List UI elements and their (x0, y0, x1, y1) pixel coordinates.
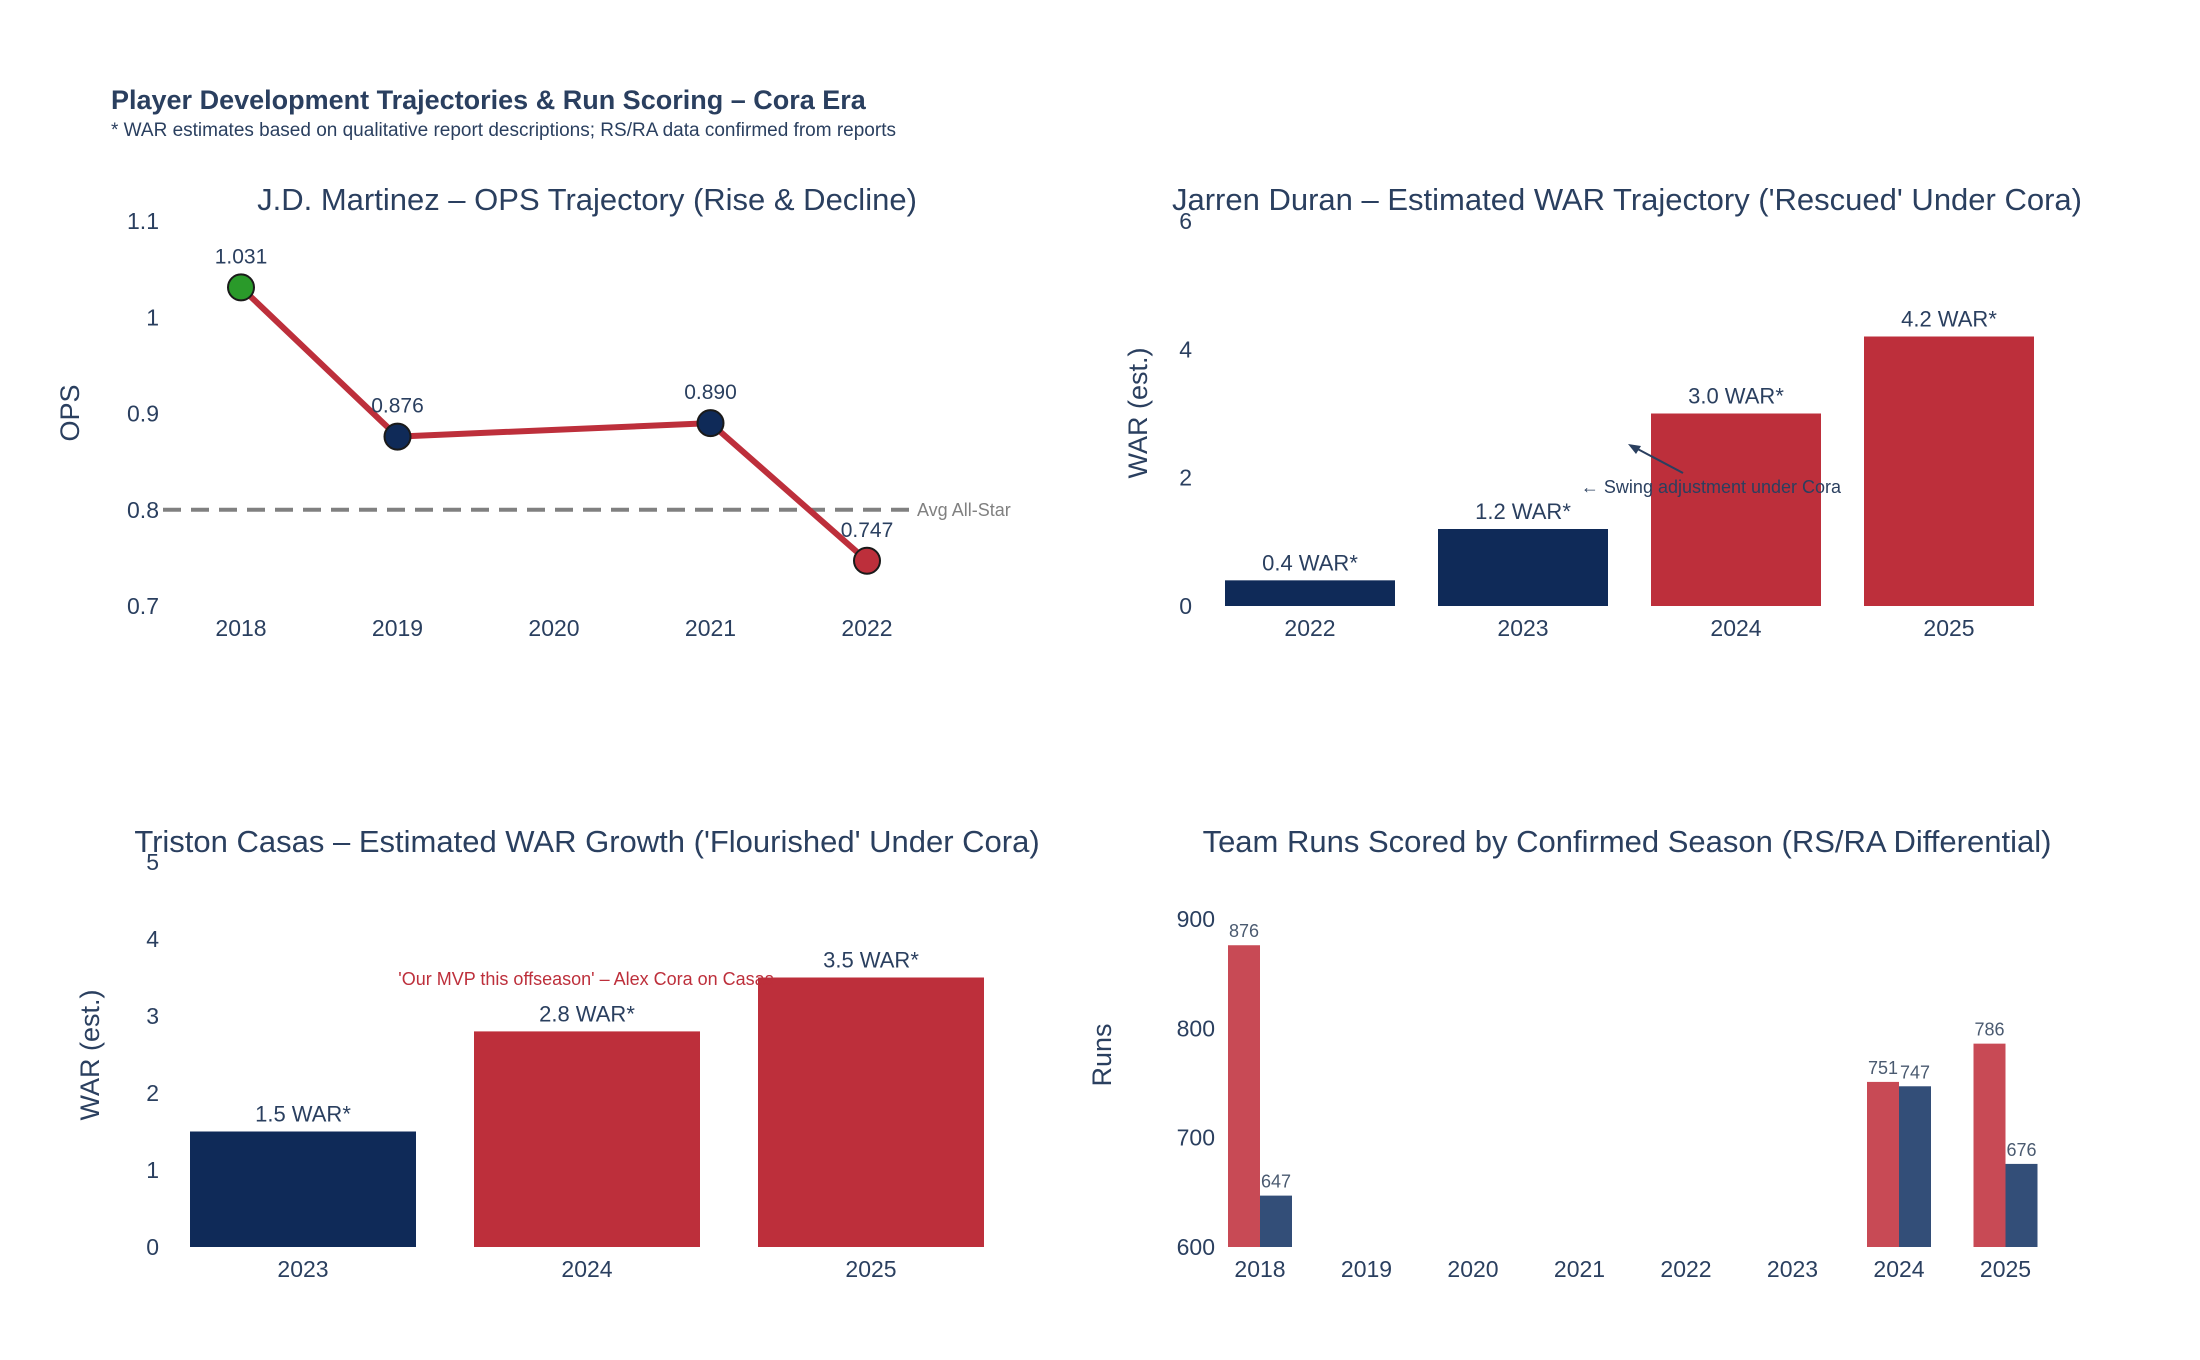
y-tick-label: 1 (146, 1157, 159, 1183)
data-label: 1.2 WAR* (1475, 499, 1571, 524)
data-label: 876 (1229, 921, 1259, 941)
x-tick-label: 2018 (215, 615, 266, 641)
chart-title: Triston Casas – Estimated WAR Growth ('F… (134, 824, 1039, 859)
x-tick-label: 2022 (1284, 615, 1335, 641)
bar (1438, 529, 1608, 606)
bar (474, 1031, 700, 1247)
data-point (853, 546, 881, 575)
bar (758, 977, 984, 1247)
y-tick-label: 3 (146, 1003, 159, 1029)
y-tick-label: 2 (1179, 465, 1192, 491)
bar-ra (1260, 1195, 1292, 1247)
chart-title: Team Runs Scored by Confirmed Season (RS… (1203, 824, 2052, 859)
bar (1225, 580, 1395, 606)
x-tick-label: 2019 (1341, 1256, 1392, 1282)
x-tick-label: 2020 (1447, 1256, 1498, 1282)
y-tick-label: 4 (1179, 336, 1192, 362)
y-tick-label: 0.9 (127, 401, 159, 427)
series-line (238, 285, 869, 564)
y-tick-label: 0.8 (127, 497, 159, 523)
chart-panel-4: Team Runs Scored by Confirmed Season (RS… (1087, 824, 2051, 1282)
data-label: 0.4 WAR* (1262, 550, 1358, 575)
y-tick-label: 700 (1177, 1125, 1215, 1151)
reference-line-label: Avg All-Star (917, 500, 1011, 520)
y-tick-label: 6 (1179, 208, 1192, 234)
x-tick-label: 2022 (1660, 1256, 1711, 1282)
chart-panel-2: Jarren Duran – Estimated WAR Trajectory … (1123, 182, 2082, 641)
figure-subtitle: * WAR estimates based on qualitative rep… (111, 120, 896, 141)
annotation-text: ← Swing adjustment under Cora (1581, 477, 1842, 497)
x-tick-label: 2023 (1497, 615, 1548, 641)
data-label: 0.890 (684, 381, 737, 404)
x-tick-label: 2019 (372, 615, 423, 641)
annotation-text: 'Our MVP this offseason' – Alex Cora on … (398, 969, 773, 989)
data-label: 3.5 WAR* (823, 948, 919, 973)
x-tick-label: 2021 (1554, 1256, 1605, 1282)
annotation-arrow (1631, 445, 1684, 474)
y-tick-label: 0 (146, 1234, 159, 1260)
bar-ra (1899, 1086, 1931, 1247)
y-tick-label: 2 (146, 1080, 159, 1106)
data-label: 786 (1974, 1020, 2004, 1040)
data-label: 751 (1868, 1058, 1898, 1078)
bar-rs (1973, 1043, 2006, 1247)
x-tick-label: 2024 (1710, 615, 1761, 641)
data-label: 0.876 (371, 395, 424, 418)
y-axis-label: OPS (55, 384, 85, 441)
data-label: 4.2 WAR* (1901, 307, 1997, 332)
x-tick-label: 2024 (561, 1256, 612, 1282)
data-label: 647 (1261, 1172, 1291, 1192)
x-tick-label: 2020 (528, 615, 579, 641)
y-tick-label: 4 (146, 926, 159, 952)
y-tick-label: 600 (1177, 1234, 1215, 1260)
chart-panels: J.D. Martinez – OPS Trajectory (Rise & D… (55, 182, 2082, 1282)
x-tick-label: 2018 (1234, 1256, 1285, 1282)
x-tick-label: 2023 (1767, 1256, 1818, 1282)
y-tick-label: 0.7 (127, 593, 159, 619)
data-point (383, 422, 412, 451)
data-point (696, 409, 725, 438)
bar (190, 1131, 416, 1247)
figure-title: Player Development Trajectories & Run Sc… (111, 85, 867, 115)
annotation-arrowhead (1628, 444, 1641, 454)
y-tick-label: 5 (146, 849, 159, 875)
data-label: 3.0 WAR* (1688, 384, 1784, 409)
bar (1864, 336, 2034, 606)
chart-title: J.D. Martinez – OPS Trajectory (Rise & D… (257, 182, 917, 217)
chart-panel-3: Triston Casas – Estimated WAR Growth ('F… (75, 824, 1040, 1282)
data-label: 2.8 WAR* (539, 1001, 635, 1026)
data-label: 747 (1900, 1062, 1930, 1082)
bar-rs (1228, 945, 1260, 1247)
y-axis-label: WAR (est.) (1123, 348, 1153, 479)
y-tick-label: 1.1 (127, 208, 159, 234)
bar-rs (1867, 1081, 1899, 1247)
y-tick-label: 900 (1177, 906, 1215, 932)
bar-ra (2005, 1163, 2038, 1247)
x-tick-label: 2025 (845, 1256, 896, 1282)
data-point (227, 273, 255, 302)
chart-title: Jarren Duran – Estimated WAR Trajectory … (1172, 182, 2082, 217)
data-label: 676 (2006, 1140, 2036, 1160)
y-axis-label: WAR (est.) (75, 990, 105, 1121)
x-tick-label: 2025 (1923, 615, 1974, 641)
data-label: 1.5 WAR* (255, 1102, 351, 1127)
bar (1651, 413, 1821, 606)
y-tick-label: 800 (1177, 1015, 1215, 1041)
x-tick-label: 2021 (685, 615, 736, 641)
y-tick-label: 0 (1179, 593, 1192, 619)
data-label: 0.747 (841, 519, 894, 542)
x-tick-label: 2024 (1873, 1256, 1924, 1282)
y-tick-label: 1 (146, 304, 159, 330)
x-tick-label: 2022 (841, 615, 892, 641)
y-axis-label: Runs (1087, 1023, 1117, 1086)
x-tick-label: 2023 (277, 1256, 328, 1282)
data-label: 1.031 (215, 245, 268, 268)
chart-panel-1: J.D. Martinez – OPS Trajectory (Rise & D… (55, 182, 1011, 641)
x-tick-label: 2025 (1980, 1256, 2031, 1282)
